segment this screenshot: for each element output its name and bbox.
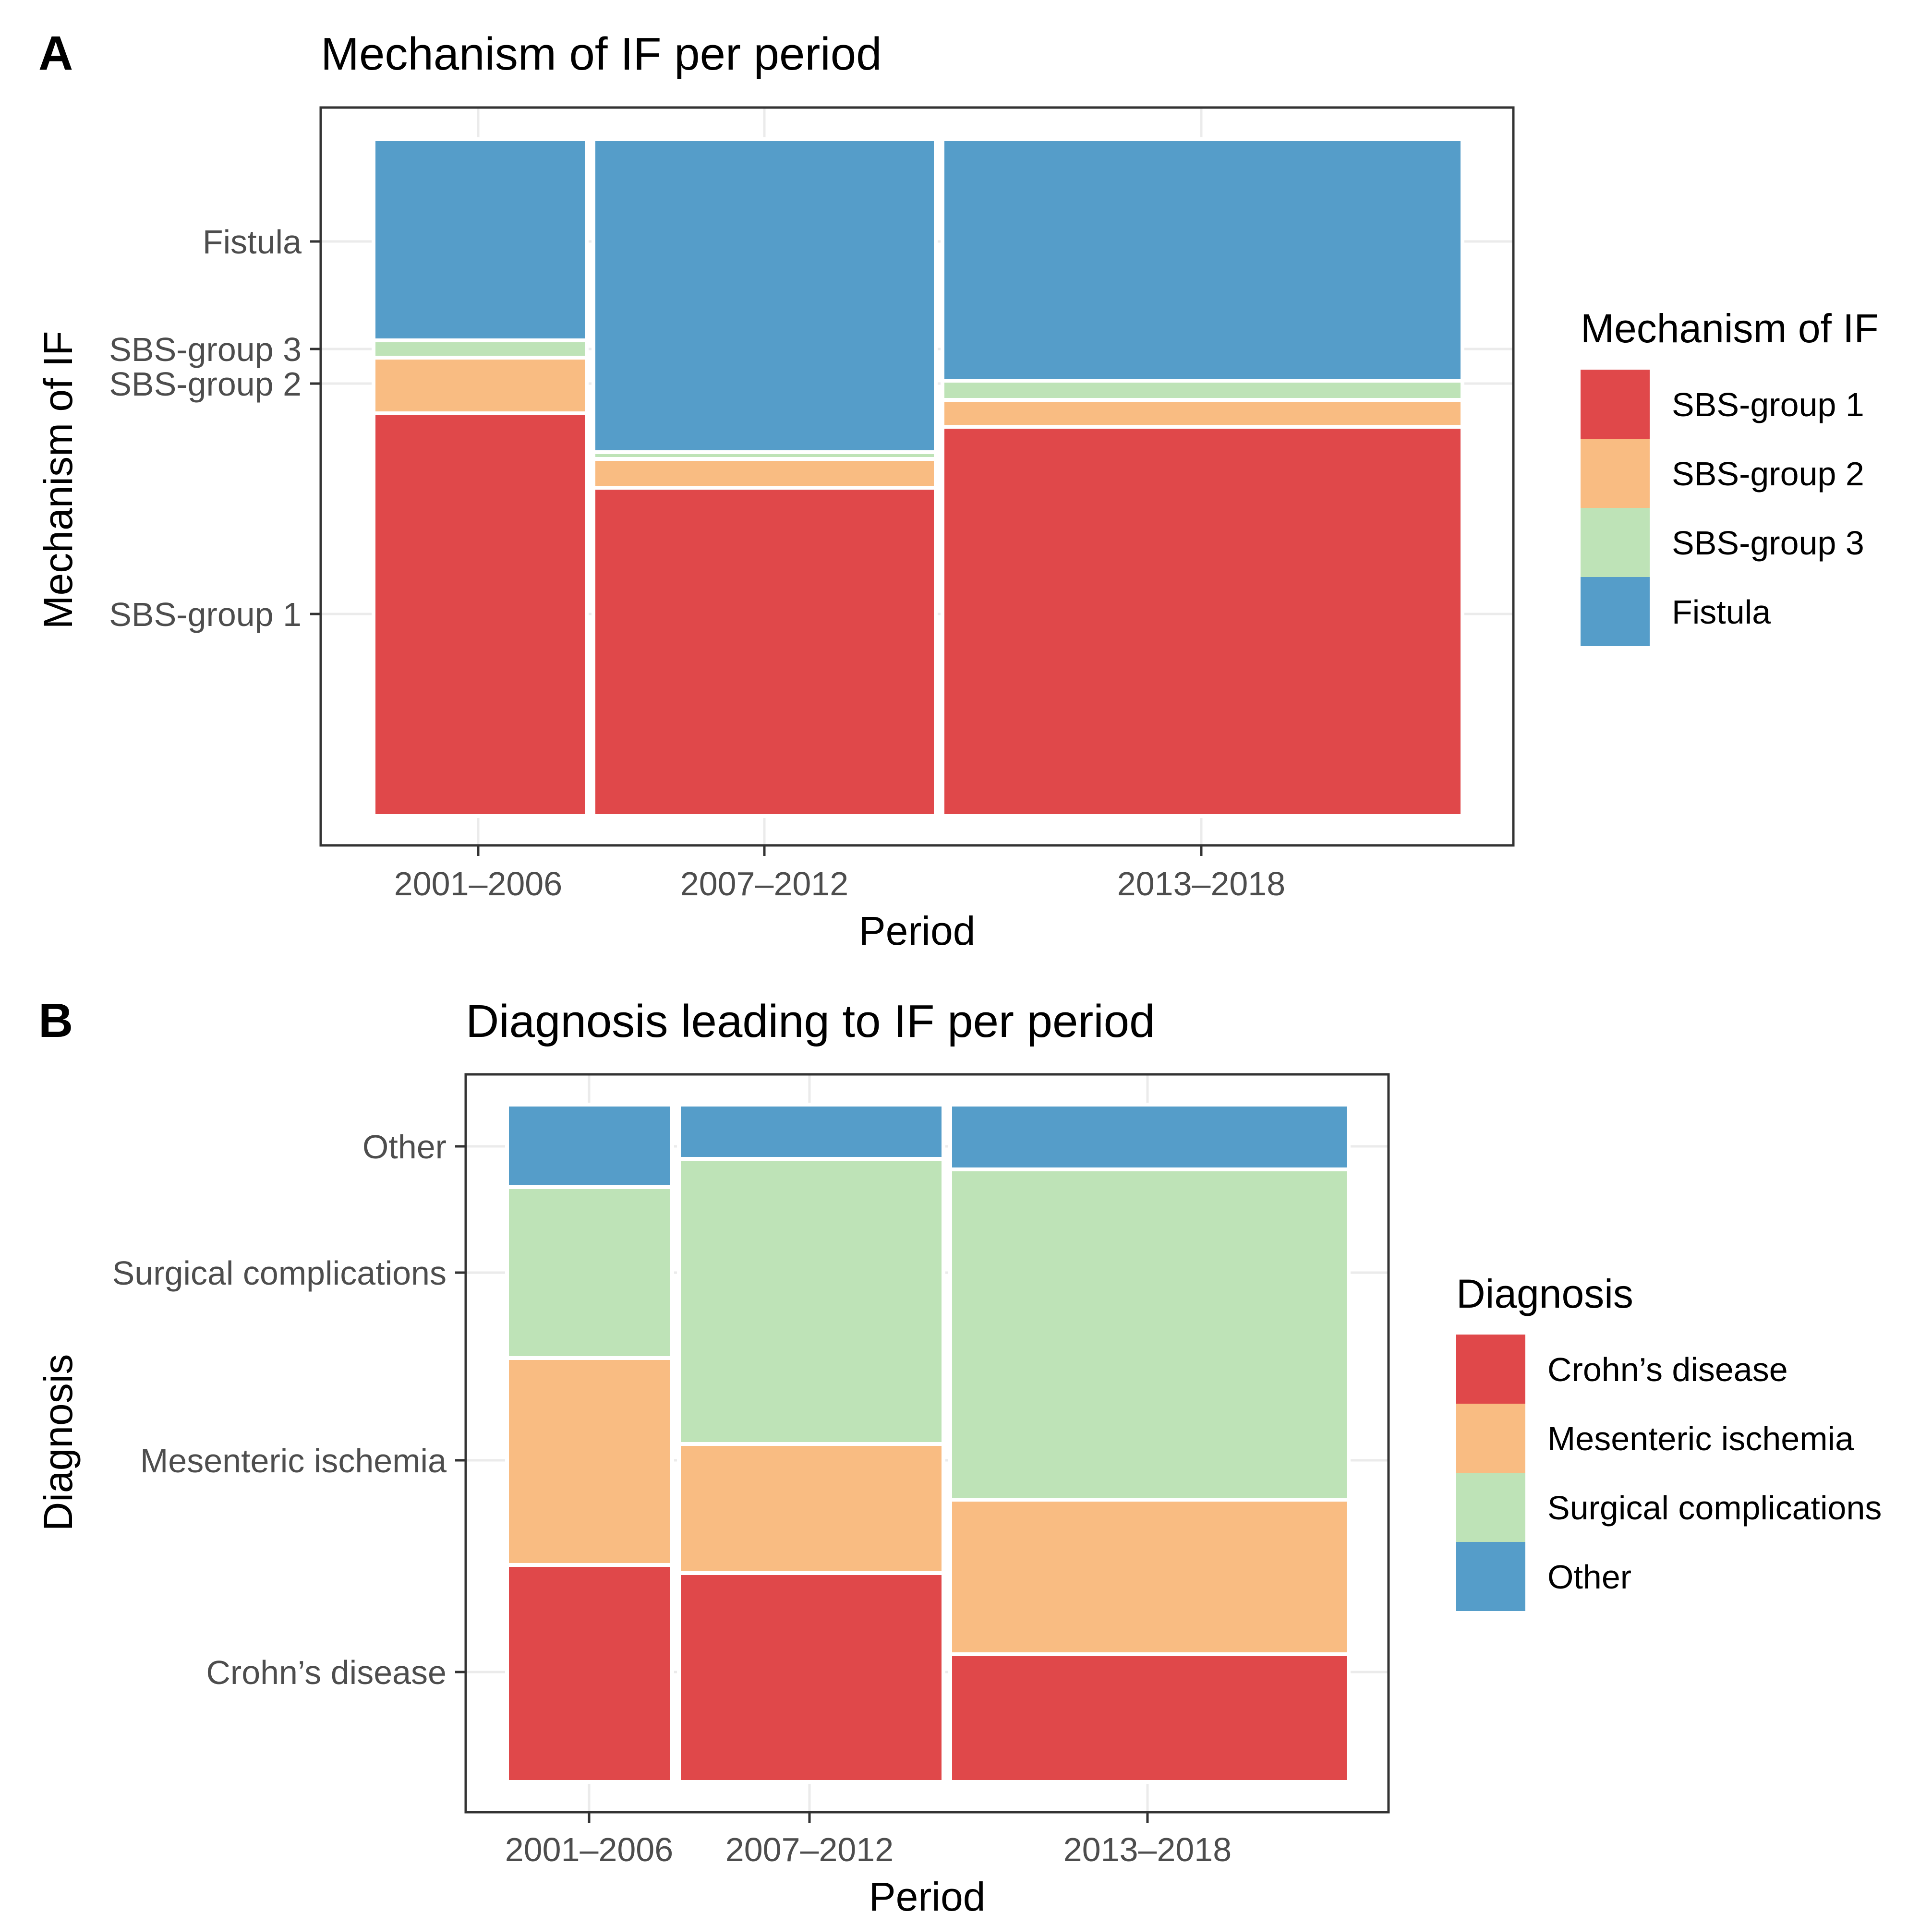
x-tick-label-b-2001-2006: 2001–2006	[505, 1831, 673, 1868]
tile-b-2001-2006-mesenteric-ischemia	[505, 1356, 674, 1567]
y-tick-label-b-surgical-complications: Surgical complications	[112, 1254, 447, 1292]
legend-title-a: Mechanism of IF	[1581, 306, 1879, 351]
chart-title-b: Diagnosis leading to IF per period	[466, 996, 1155, 1047]
tile-a-2001-2006-sbs-group-3	[372, 338, 589, 360]
tile-a-2007-2012-sbs-group-1	[592, 486, 938, 818]
legend-key-b-other	[1456, 1542, 1525, 1611]
y-tick-label-a-sbs-group-2: SBS-group 2	[109, 365, 302, 403]
tile-a-2013-2018-sbs-group-2	[941, 398, 1464, 429]
tile-b-2007-2012-mesenteric-ischemia	[677, 1442, 945, 1575]
tile-b-2007-2012-crohns-disease	[677, 1571, 945, 1784]
tile-a-2013-2018-fistula	[941, 137, 1464, 383]
x-axis-a: 2001–2006 2007–2012 2013–2018 Period	[394, 845, 1285, 953]
legend-title-b: Diagnosis	[1456, 1271, 1633, 1316]
tile-b-2013-2018-mesenteric-ischemia	[948, 1498, 1351, 1656]
plot-area-b	[464, 1073, 1390, 1814]
y-axis-a: SBS-group 1 SBS-group 2 SBS-group 3 Fist…	[36, 223, 321, 633]
x-tick-label-b-2013-2018: 2013–2018	[1063, 1831, 1232, 1868]
tile-b-2007-2012-surgical-complications	[677, 1157, 945, 1446]
x-tick-label-a-2001-2006: 2001–2006	[394, 865, 562, 902]
tile-a-2001-2006-fistula	[372, 137, 589, 342]
y-tick-label-a-sbs-group-1: SBS-group 1	[109, 596, 302, 633]
y-tick-label-b-other: Other	[362, 1128, 447, 1166]
x-tick-label-a-2007-2012: 2007–2012	[680, 865, 848, 902]
panel-b: B Diagnosis leading to IF per period	[36, 994, 1882, 1919]
tile-a-2001-2006-sbs-group-1	[372, 411, 589, 818]
legend-label-a-sbs-group-2: SBS-group 2	[1672, 455, 1864, 493]
legend-label-b-mesenteric-ischemia: Mesenteric ischemia	[1547, 1420, 1854, 1457]
x-axis-b: 2001–2006 2007–2012 2013–2018 Period	[505, 1812, 1232, 1919]
tile-a-2007-2012-sbs-group-2	[592, 457, 938, 490]
panel-a: A Mechanism of IF per period	[36, 26, 1879, 953]
y-tick-label-b-crohns-disease: Crohn’s disease	[206, 1654, 447, 1691]
chart-title-a: Mechanism of IF per period	[321, 28, 882, 80]
tile-b-2013-2018-crohns-disease	[948, 1652, 1351, 1784]
x-tick-label-b-2007-2012: 2007–2012	[725, 1831, 894, 1868]
tile-a-2001-2006-sbs-group-2	[372, 356, 589, 415]
y-axis-b: Crohn’s disease Mesenteric ischemia Surg…	[36, 1128, 466, 1691]
tile-a-2007-2012-fistula	[592, 137, 938, 454]
mosaic-b	[505, 1103, 1351, 1784]
tile-b-2013-2018-surgical-complications	[948, 1167, 1351, 1502]
legend-key-b-crohns-disease	[1456, 1335, 1525, 1404]
panel-label-b: B	[38, 994, 73, 1047]
legend-b: Diagnosis Crohn’s disease Mesenteric isc…	[1456, 1271, 1882, 1611]
tile-a-2013-2018-sbs-group-1	[941, 425, 1464, 818]
legend-label-b-surgical-complications: Surgical complications	[1547, 1489, 1882, 1527]
legend-label-a-fistula: Fistula	[1672, 593, 1771, 631]
legend-label-a-sbs-group-3: SBS-group 3	[1672, 524, 1864, 562]
panel-label-a: A	[38, 26, 73, 80]
y-tick-label-a-fistula: Fistula	[203, 223, 302, 261]
legend-key-a-sbs-group-2	[1581, 439, 1650, 508]
legend-key-b-surgical-complications	[1456, 1473, 1525, 1542]
tile-a-2013-2018-sbs-group-3	[941, 379, 1464, 402]
legend-key-a-fistula	[1581, 577, 1650, 646]
tile-b-2013-2018-other	[948, 1103, 1351, 1171]
y-tick-label-a-sbs-group-3: SBS-group 3	[109, 331, 302, 368]
x-axis-title-b: Period	[869, 1874, 986, 1919]
y-axis-title-a: Mechanism of IF	[36, 331, 81, 629]
legend-label-a-sbs-group-1: SBS-group 1	[1672, 386, 1864, 423]
tile-b-2007-2012-other	[677, 1103, 945, 1161]
mosaic-a	[372, 137, 1464, 818]
tile-b-2001-2006-crohns-disease	[505, 1563, 674, 1784]
tile-b-2001-2006-other	[505, 1103, 674, 1189]
y-axis-title-b: Diagnosis	[36, 1354, 81, 1531]
y-tick-label-b-mesenteric-ischemia: Mesenteric ischemia	[140, 1442, 447, 1480]
plot-area-a	[319, 106, 1515, 847]
x-tick-label-a-2013-2018: 2013–2018	[1117, 865, 1285, 902]
tile-b-2001-2006-surgical-complications	[505, 1185, 674, 1360]
legend-key-a-sbs-group-1	[1581, 370, 1650, 439]
legend-label-b-other: Other	[1547, 1558, 1631, 1596]
plot-border-a	[319, 106, 1515, 847]
legend-a: Mechanism of IF SBS-group 1 SBS-group 2 …	[1581, 306, 1879, 646]
legend-label-b-crohns-disease: Crohn’s disease	[1547, 1351, 1788, 1388]
legend-key-a-sbs-group-3	[1581, 508, 1650, 577]
x-axis-title-a: Period	[859, 908, 976, 953]
plot-border-b	[464, 1073, 1390, 1814]
legend-key-b-mesenteric-ischemia	[1456, 1404, 1525, 1473]
